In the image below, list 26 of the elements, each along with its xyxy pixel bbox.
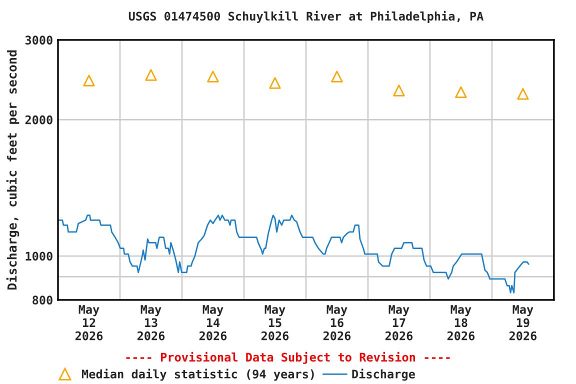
line-series [58, 214, 530, 294]
y-axis-title: Discharge, cubic feet per second [6, 50, 20, 290]
x-tick-label: May 16 2026 [323, 305, 351, 340]
x-tick-label: May 14 2026 [199, 305, 227, 340]
point [83, 74, 95, 86]
x-tick-label: May 13 2026 [137, 305, 165, 340]
y-tick-label: 2000 [25, 115, 52, 124]
x-tick-label: May 17 2026 [385, 305, 413, 340]
point [145, 69, 157, 81]
point [331, 70, 343, 82]
chart-title: USGS 01474500 Schuylkill River at Philadelphia, PA [128, 10, 484, 23]
y-tick-label: 3000 [25, 36, 52, 45]
point [517, 88, 529, 100]
x-tick-label: May 19 2026 [509, 305, 537, 340]
point [455, 86, 467, 98]
legend-label: Median daily statistic (94 years) [82, 368, 314, 381]
y-tick-label: 800 [32, 296, 52, 305]
legend-label: Discharge [352, 368, 415, 381]
x-tick-label: May 18 2026 [447, 305, 475, 340]
text: ---- Provisional Data Subject to Revision ---- [126, 352, 450, 364]
point [393, 84, 405, 96]
x-tick-label: May 12 2026 [75, 305, 103, 340]
x-tick-label: May 15 2026 [261, 305, 289, 340]
y-tick-label: 1000 [26, 252, 52, 261]
point [269, 77, 281, 89]
point [207, 70, 219, 82]
